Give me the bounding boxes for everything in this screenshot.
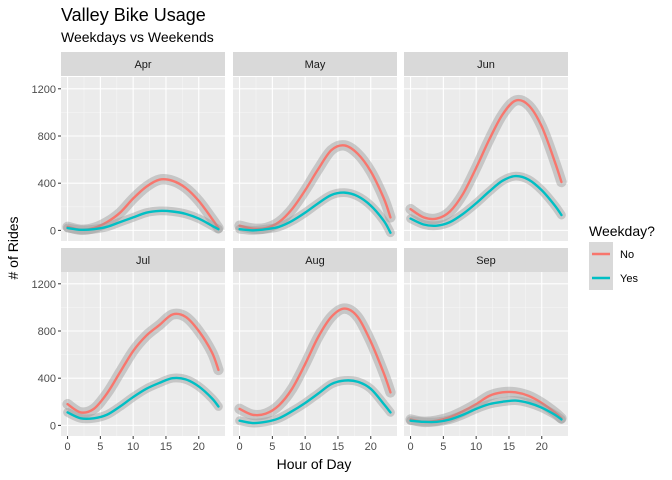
chart-subtitle: Weekdays vs Weekends	[61, 29, 214, 45]
x-tick-label: 20	[536, 441, 548, 453]
series-line-yes	[409, 399, 563, 424]
x-tick-label: 10	[127, 441, 139, 453]
plot-area	[234, 303, 396, 428]
x-tick-label: 5	[97, 441, 103, 453]
series-line-no	[238, 307, 392, 417]
facet-strip-label: May	[305, 59, 326, 71]
facet-strip	[61, 52, 225, 76]
x-tick-label: 0	[236, 441, 242, 453]
plot-area	[405, 386, 567, 428]
legend-label: No	[620, 249, 634, 261]
x-tick-label: 10	[470, 441, 482, 453]
x-axis-title: Hour of Day	[277, 456, 352, 472]
facet-panel-jul: Jul 0 400 800 1200 0 5 10 15 20	[32, 248, 225, 453]
x-tick-label: 0	[64, 441, 70, 453]
facet-strip	[404, 52, 568, 76]
x-tick-label: 15	[332, 441, 344, 453]
chart-title: Valley Bike Usage	[61, 5, 206, 25]
series-line-no	[409, 98, 563, 221]
y-tick-label: 800	[38, 326, 56, 338]
y-tick-label: 1200	[32, 84, 56, 96]
x-tick-label: 10	[299, 441, 311, 453]
series-line-yes	[66, 209, 220, 232]
panel-background	[61, 272, 225, 436]
series-line-yes	[66, 376, 220, 421]
series-line-yes	[238, 191, 392, 234]
facet-strip-label: Jul	[136, 255, 150, 267]
facet-panel-jun: Jun	[404, 52, 568, 241]
facet-strip	[233, 52, 397, 76]
facet-panel-aug: Aug 0 5 10 15 20	[233, 248, 397, 453]
x-tick-label: 5	[440, 441, 446, 453]
panel-background	[404, 272, 568, 436]
facet-strip	[61, 248, 225, 272]
facet-panel-apr: Apr 0 400 800 1200	[32, 52, 225, 241]
panel-background	[233, 272, 397, 436]
plot-area	[234, 140, 396, 238]
x-tick-label: 0	[407, 441, 413, 453]
y-tick-label: 400	[38, 178, 56, 190]
facet-strip-label: Apr	[134, 59, 151, 71]
y-axis-title: # of Rides	[5, 216, 21, 279]
x-tick-label: 20	[365, 441, 377, 453]
legend-label: Yes	[620, 273, 638, 285]
facet-strip	[233, 248, 397, 272]
y-tick-label: 0	[50, 225, 56, 237]
x-tick-label: 5	[269, 441, 275, 453]
x-tick-label: 20	[193, 441, 205, 453]
series-line-no	[66, 312, 220, 414]
legend-title: Weekday?	[589, 223, 655, 239]
facet-panels: Apr 0 400 800 1200 May Jun Jul 0 400 800 1200 0 5 10 15…	[32, 52, 568, 453]
plot-area	[405, 94, 567, 231]
facet-panel-sep: Sep 0 5 10 15 20	[404, 248, 568, 453]
series-line-yes	[238, 379, 392, 425]
facet-strip-label: Sep	[476, 255, 496, 267]
series-line-yes	[409, 174, 563, 228]
y-tick-label: 400	[38, 373, 56, 385]
facet-strip	[404, 248, 568, 272]
facet-strip-label: Aug	[305, 255, 325, 267]
legend: Weekday? No Yes	[589, 223, 655, 290]
legend-item-no: No	[589, 242, 634, 266]
facet-strip-label: Jun	[477, 59, 495, 71]
y-tick-label: 800	[38, 131, 56, 143]
y-tick-label: 1200	[32, 279, 56, 291]
plot-area	[62, 308, 224, 424]
x-tick-label: 15	[160, 441, 172, 453]
x-tick-label: 15	[503, 441, 515, 453]
facet-panel-may: May	[233, 52, 397, 241]
panel-background	[233, 77, 397, 241]
panel-background	[404, 77, 568, 241]
y-tick-label: 0	[50, 420, 56, 432]
plot-area	[62, 174, 224, 236]
legend-item-yes: Yes	[589, 266, 638, 290]
